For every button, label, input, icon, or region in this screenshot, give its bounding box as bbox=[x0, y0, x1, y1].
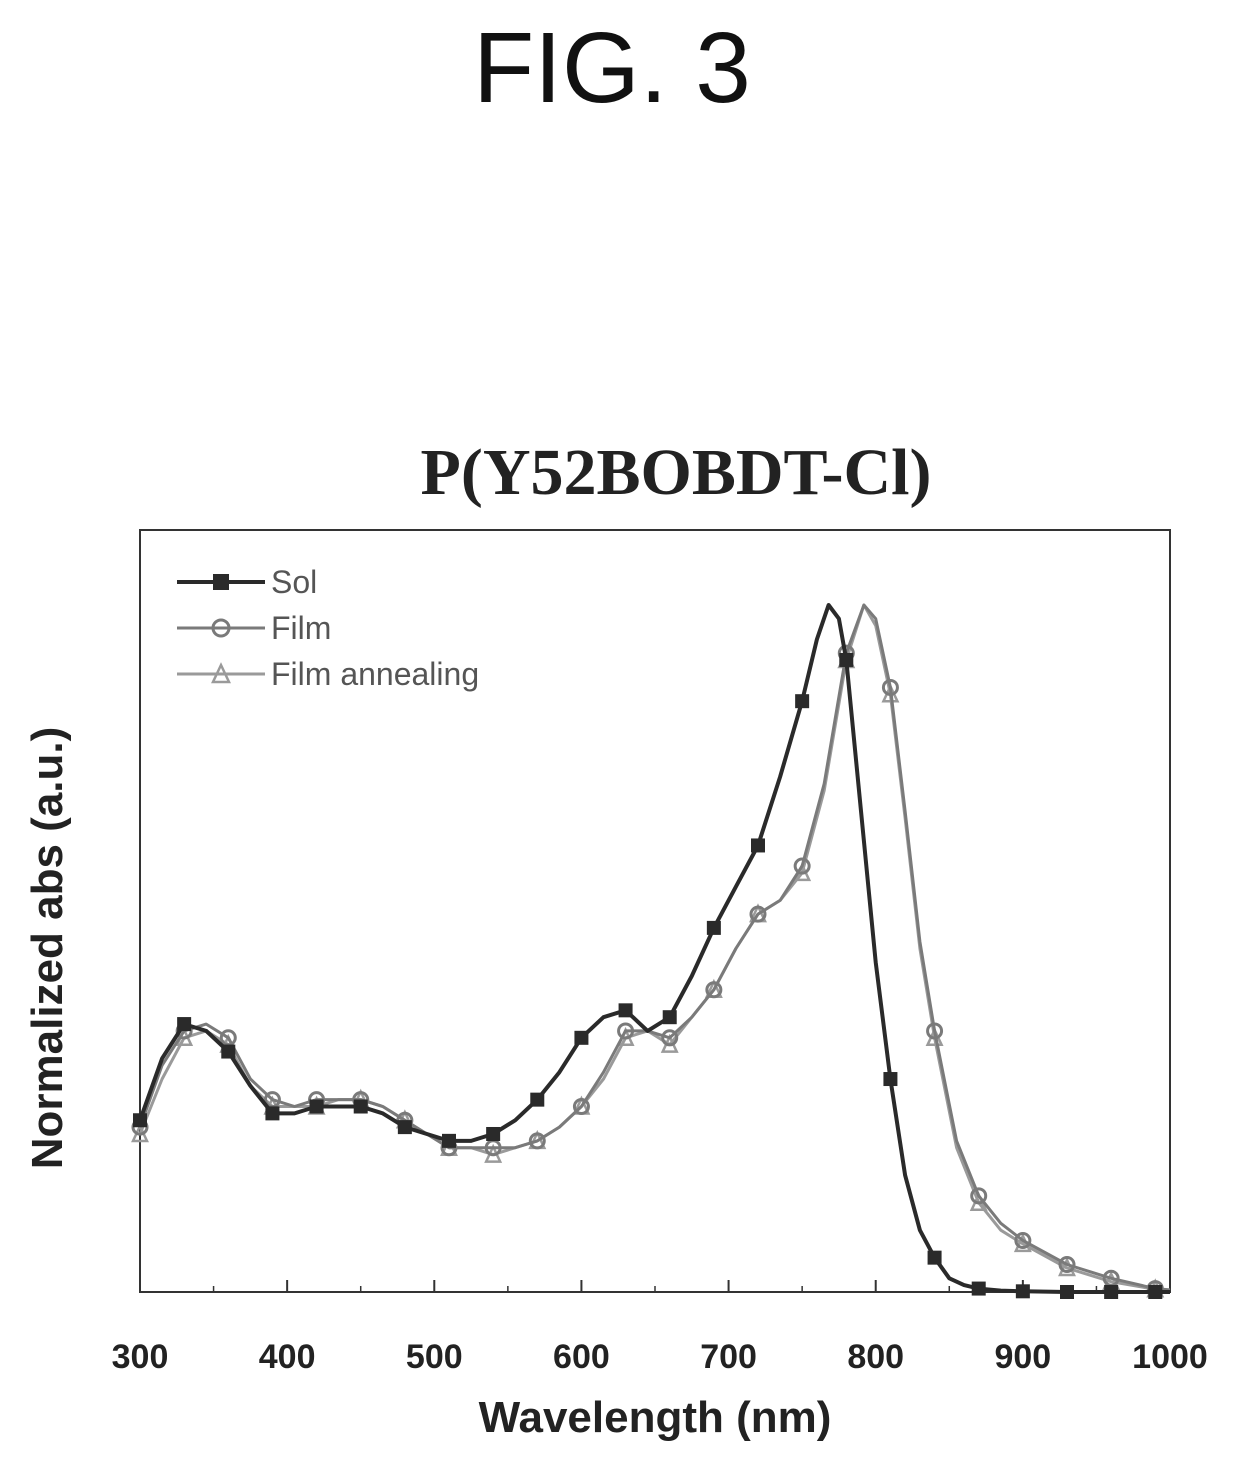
legend-label: Film bbox=[271, 610, 331, 646]
legend-label: Film annealing bbox=[271, 656, 479, 692]
data-point bbox=[211, 662, 231, 684]
data-point bbox=[177, 1017, 192, 1032]
y-axis-label: Normalized abs (a.u.) bbox=[23, 727, 72, 1170]
data-point bbox=[1060, 1285, 1074, 1299]
data-point bbox=[706, 920, 721, 935]
data-point bbox=[309, 1099, 324, 1114]
data-point bbox=[927, 1250, 942, 1265]
data-point bbox=[970, 1187, 988, 1205]
data-point bbox=[528, 1132, 546, 1150]
x-tick-label: 700 bbox=[700, 1338, 757, 1376]
data-point bbox=[839, 652, 854, 667]
data-point bbox=[530, 1092, 545, 1107]
data-point bbox=[926, 1022, 944, 1040]
x-tick-label: 400 bbox=[259, 1338, 316, 1376]
series-film-annealing bbox=[131, 603, 1171, 1298]
data-point bbox=[751, 838, 765, 853]
x-axis-label: Wavelength (nm) bbox=[479, 1393, 832, 1442]
data-point bbox=[442, 1133, 456, 1148]
data-point bbox=[971, 1281, 986, 1296]
series-line bbox=[138, 603, 1171, 1293]
data-point bbox=[221, 1044, 236, 1059]
data-point bbox=[749, 905, 767, 923]
data-point bbox=[486, 1126, 501, 1141]
data-point bbox=[795, 694, 810, 709]
data-point bbox=[1148, 1285, 1163, 1299]
series-line bbox=[138, 603, 1170, 1294]
data-point bbox=[705, 981, 723, 999]
data-point bbox=[881, 678, 899, 696]
x-tick-label: 1000 bbox=[1132, 1338, 1208, 1376]
data-point bbox=[1014, 1231, 1032, 1249]
data-point bbox=[618, 1003, 633, 1018]
legend: Sol Film Film annealing bbox=[177, 564, 479, 692]
data-point bbox=[574, 1030, 589, 1045]
data-point bbox=[1104, 1285, 1119, 1299]
data-point bbox=[1058, 1256, 1076, 1274]
x-tick-label: 500 bbox=[406, 1338, 463, 1376]
series-line bbox=[138, 603, 1171, 1292]
data-point bbox=[397, 1120, 412, 1135]
x-tick-label: 600 bbox=[553, 1338, 610, 1376]
data-point bbox=[265, 1106, 280, 1121]
x-axis: 300 400 500 600 700 800 900 1000 bbox=[112, 1280, 1208, 1376]
series-film bbox=[131, 603, 1171, 1298]
data-point bbox=[353, 1099, 368, 1114]
data-point bbox=[213, 574, 229, 590]
data-point bbox=[793, 857, 811, 875]
data-point bbox=[211, 618, 231, 638]
data-point bbox=[662, 1010, 677, 1025]
data-point bbox=[883, 1072, 898, 1087]
figure-label: FIG. 3 bbox=[473, 12, 751, 124]
data-point bbox=[661, 1029, 679, 1047]
series-sol bbox=[133, 603, 1170, 1299]
plot-series bbox=[131, 603, 1171, 1299]
data-point bbox=[617, 1022, 635, 1040]
x-tick-label: 900 bbox=[994, 1338, 1051, 1376]
data-point bbox=[1015, 1284, 1030, 1299]
data-point bbox=[133, 1113, 147, 1128]
x-tick-label: 800 bbox=[847, 1338, 904, 1376]
data-point bbox=[1058, 1256, 1076, 1277]
legend-label: Sol bbox=[271, 564, 317, 600]
x-tick-label: 300 bbox=[112, 1338, 169, 1376]
data-point bbox=[572, 1098, 590, 1116]
chart-title: P(Y52BOBDT-Cl) bbox=[421, 436, 932, 509]
